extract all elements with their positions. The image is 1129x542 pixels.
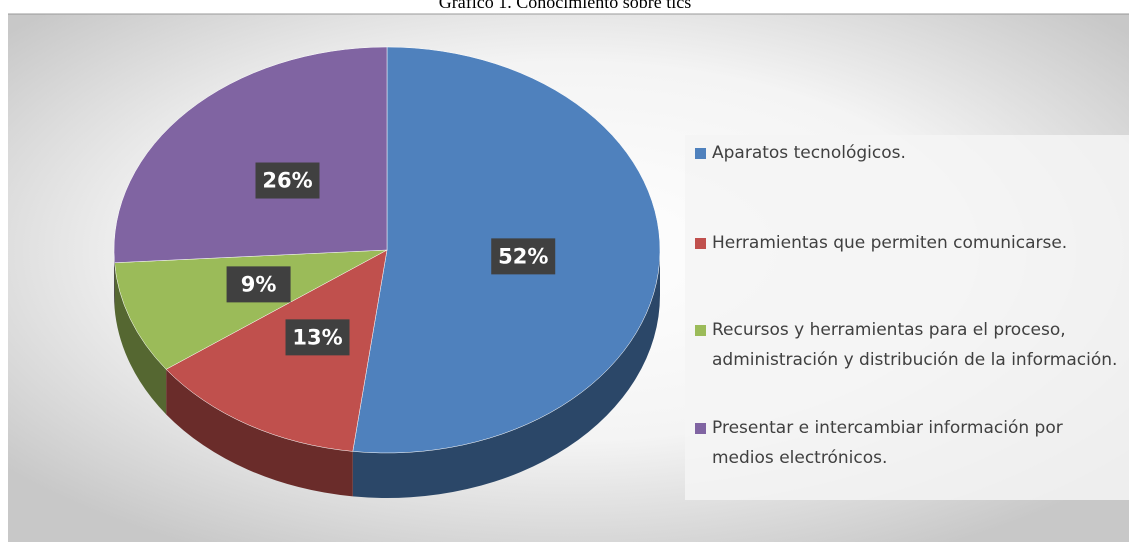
legend-item: Presentar e intercambiar información por… xyxy=(695,413,1125,473)
data-label-box xyxy=(285,319,350,356)
legend-item: Aparatos tecnológicos. xyxy=(695,138,1125,168)
slice-side xyxy=(114,250,115,308)
data-label: 52% xyxy=(498,244,548,268)
slice xyxy=(165,249,388,452)
legend-swatch xyxy=(695,148,706,159)
legend-label: Herramientas que permiten comunicarse. xyxy=(712,233,1068,253)
data-label: 9% xyxy=(241,272,277,296)
data-label: 13% xyxy=(292,325,342,349)
legend-item: Herramientas que permiten comunicarse. xyxy=(695,228,1125,258)
legend-box xyxy=(685,135,1129,500)
legend-swatch xyxy=(695,238,706,249)
slice-side xyxy=(352,250,660,498)
data-label-box xyxy=(255,162,320,199)
legend-swatch xyxy=(695,423,706,434)
slice-side xyxy=(114,262,167,415)
legend-label: Recursos y herramientas para el proceso,… xyxy=(712,320,1118,370)
chart-title: Gráfico 1. Conocimiento sobre tics xyxy=(439,0,691,12)
slice xyxy=(113,46,388,264)
pie: 52% 13% 9% 26% xyxy=(113,46,661,498)
data-label: 26% xyxy=(262,169,312,193)
legend-swatch xyxy=(695,325,706,336)
data-label-box xyxy=(226,266,291,303)
slice xyxy=(114,249,388,370)
data-label-box xyxy=(491,238,556,275)
legend-label: Aparatos tecnológicos. xyxy=(712,143,906,163)
legend-item: Recursos y herramientas para el proceso,… xyxy=(695,315,1125,375)
slice-side xyxy=(166,369,353,497)
legend-label: Presentar e intercambiar información por… xyxy=(712,418,1063,468)
